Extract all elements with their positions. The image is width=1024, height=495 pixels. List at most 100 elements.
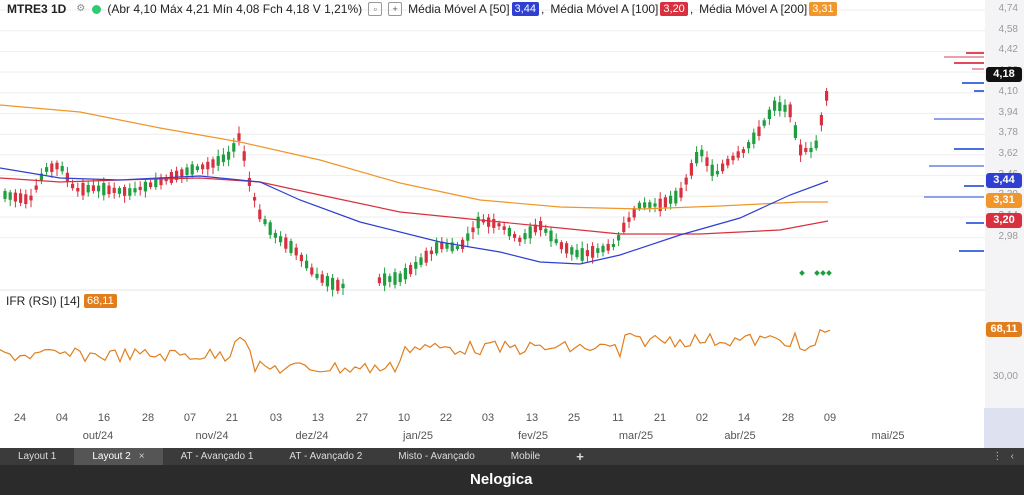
add-study-icon[interactable]: +	[388, 2, 403, 16]
candle-body	[29, 195, 33, 201]
candle-body	[76, 187, 80, 192]
candle-body	[232, 143, 236, 152]
close-icon[interactable]: ×	[138, 451, 145, 462]
month-tick-label: mai/25	[871, 430, 905, 442]
candle-body	[513, 234, 517, 238]
layout-tab-bar: Layout 1 Layout 2 × AT - Avançado 1 AT - …	[0, 448, 1024, 465]
tab-mobile[interactable]: Mobile	[493, 448, 558, 465]
candle-body	[731, 155, 735, 161]
candle-body	[476, 216, 480, 229]
candle-body	[128, 188, 132, 196]
candle-body	[34, 185, 38, 190]
candle-body	[81, 182, 85, 196]
candle-body	[143, 181, 147, 192]
more-icon[interactable]: ⋮ ‹	[992, 451, 1014, 462]
candle-body	[487, 217, 491, 227]
ma50-price-tag: 3,44	[986, 173, 1022, 188]
month-tick-label: nov/24	[195, 430, 229, 442]
candle-body	[684, 177, 688, 185]
price-axis-label: 4,42	[998, 44, 1018, 56]
price-axis-label: 3,94	[998, 106, 1018, 118]
candle-body	[497, 223, 501, 227]
candle-body	[377, 277, 381, 284]
chart-settings-icon[interactable]: ⚙	[76, 3, 86, 14]
date-tick-label: 21	[653, 412, 667, 424]
tab-at-avancado-1[interactable]: AT - Avançado 1	[163, 448, 272, 465]
add-tab-button[interactable]: +	[576, 449, 584, 464]
ma50-badge: 3,44	[511, 2, 539, 16]
date-tick-label: 10	[397, 412, 411, 424]
ohlc-readout: (Abr 4,10 Máx 4,21 Mín 4,08 Fch 4,18 V 1…	[107, 2, 363, 16]
volume-profile-bar	[964, 185, 984, 187]
candle-body	[206, 161, 210, 170]
candle-body	[50, 163, 54, 172]
candle-body	[653, 203, 657, 207]
candle-body	[310, 267, 314, 275]
candle-body	[253, 197, 257, 201]
rsi-label: IFR (RSI) [14]	[6, 294, 81, 308]
candle-body	[13, 192, 17, 202]
candle-body	[294, 247, 298, 256]
candle-body	[102, 183, 106, 196]
candle-body	[643, 202, 647, 208]
candle-body	[747, 142, 751, 149]
candle-body	[284, 237, 288, 249]
candle-body	[190, 164, 194, 175]
volume-profile-bar	[944, 56, 984, 58]
candle-body	[757, 126, 761, 136]
tab-at-avancado-2[interactable]: AT - Avançado 2	[271, 448, 380, 465]
candle-body	[627, 217, 631, 222]
candle-body	[60, 165, 64, 172]
candle-body	[383, 273, 387, 286]
volume-profile-bar	[959, 250, 984, 252]
candle-body	[263, 219, 267, 225]
volume-profile-bar	[954, 62, 984, 64]
candle-body	[819, 114, 823, 126]
candle-body	[632, 207, 636, 218]
date-axis[interactable]: 24 04 16 28 07 21 03 13 27 10 22 03 13 25 11 21 02 14 28 09	[0, 412, 1024, 430]
candle-body	[814, 140, 818, 149]
candle-body	[133, 188, 137, 193]
candle-body	[435, 242, 439, 254]
axis-corner	[984, 408, 1024, 448]
candle-body	[112, 187, 116, 193]
candle-body	[211, 159, 215, 168]
candle-body	[8, 192, 12, 200]
date-tick-label: 16	[97, 412, 111, 424]
candle-body	[674, 190, 678, 204]
ma50-line	[0, 167, 829, 265]
candle-body	[403, 268, 407, 280]
ma100-badge: 3,20	[660, 2, 688, 16]
volume-profile-bar	[954, 148, 984, 150]
candle-body	[71, 183, 75, 189]
candle-body	[679, 187, 683, 198]
price-chart[interactable]	[0, 0, 1024, 448]
candle-body	[97, 185, 101, 192]
candle-body	[825, 91, 829, 101]
ma200-label: Média Móvel A [200]	[699, 2, 808, 16]
tab-label: AT - Avançado 1	[180, 451, 254, 462]
tab-layout-1[interactable]: Layout 1	[0, 448, 74, 465]
candle-body	[268, 222, 272, 235]
candle-body	[336, 279, 340, 291]
candle-body	[663, 197, 667, 208]
chart-area[interactable]: MTRE3 1D ⚙ (Abr 4,10 Máx 4,21 Mín 4,08 F…	[0, 0, 1024, 448]
symbol-label: MTRE3 1D	[7, 2, 67, 16]
candle-body	[580, 248, 584, 261]
month-tick-label: mar/25	[618, 430, 654, 442]
date-tick-label: 27	[355, 412, 369, 424]
candle-body	[767, 109, 771, 120]
price-axis-label: 2,98	[998, 230, 1018, 242]
candle-body	[242, 151, 246, 161]
candle-body	[710, 164, 714, 177]
candle-body	[305, 260, 309, 269]
tab-misto-avancado[interactable]: Misto - Avançado	[380, 448, 493, 465]
restore-icon[interactable]: ▫	[368, 2, 383, 16]
candle-body	[575, 249, 579, 258]
date-tick-label: 03	[481, 412, 495, 424]
candle-body	[799, 144, 803, 156]
candle-body	[123, 187, 127, 196]
nelogica-logo: Nelogica	[470, 471, 533, 488]
tab-layout-2[interactable]: Layout 2 ×	[74, 448, 163, 465]
candle-body	[320, 274, 324, 283]
